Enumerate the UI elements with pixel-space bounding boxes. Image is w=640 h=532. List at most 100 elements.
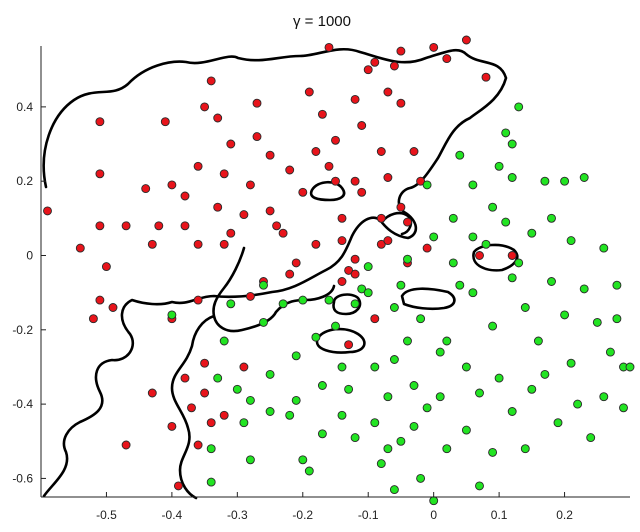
red-point	[147, 388, 157, 398]
green-point	[448, 213, 458, 223]
red-point	[429, 42, 439, 52]
red-point	[154, 221, 164, 231]
red-point	[370, 314, 380, 324]
red-point	[219, 239, 229, 249]
x-tick-label: -0.3	[227, 508, 248, 522]
green-point	[494, 373, 504, 383]
green-point	[265, 369, 275, 379]
green-point	[448, 258, 458, 268]
green-point	[370, 418, 380, 428]
green-point	[507, 173, 517, 182]
green-point	[344, 384, 354, 394]
boundary-loop-4	[400, 287, 456, 311]
red-point	[324, 42, 334, 52]
red-point	[252, 98, 262, 108]
red-point	[344, 340, 354, 350]
red-point	[311, 147, 321, 156]
red-point	[278, 228, 288, 238]
green-point	[488, 447, 498, 457]
green-point	[599, 392, 609, 402]
red-point	[193, 295, 203, 305]
red-point	[272, 221, 282, 231]
red-point	[95, 221, 105, 231]
red-point	[481, 72, 491, 82]
green-point	[285, 410, 295, 420]
red-point	[442, 54, 452, 64]
green-point	[291, 395, 301, 405]
green-point	[337, 362, 347, 372]
red-point	[350, 94, 360, 104]
red-point	[376, 147, 386, 156]
x-tick-label: 0.1	[491, 508, 508, 522]
red-point	[311, 239, 321, 249]
green-point	[455, 150, 465, 160]
green-point	[435, 347, 445, 357]
green-point	[304, 466, 314, 476]
green-point	[461, 362, 471, 372]
red-point	[193, 440, 203, 450]
red-point	[383, 87, 393, 97]
green-point	[527, 228, 537, 238]
red-point	[219, 169, 229, 179]
green-point	[592, 317, 602, 327]
green-point	[357, 284, 367, 294]
red-point	[376, 239, 386, 249]
green-point	[468, 232, 478, 242]
red-point	[167, 180, 177, 190]
green-point	[409, 421, 419, 431]
green-point	[560, 176, 570, 186]
green-point	[553, 418, 563, 428]
green-point	[298, 295, 308, 305]
red-point	[213, 202, 223, 212]
red-point	[213, 113, 223, 123]
green-point	[501, 128, 511, 138]
red-point	[357, 187, 367, 197]
green-point	[245, 455, 255, 465]
red-point	[121, 440, 131, 450]
green-point	[363, 288, 373, 298]
green-point	[619, 403, 628, 413]
green-point	[468, 180, 478, 190]
red-point	[363, 65, 373, 75]
red-point	[285, 269, 295, 279]
red-point	[173, 481, 183, 491]
green-point	[389, 355, 399, 364]
red-point	[396, 202, 406, 212]
green-point	[389, 303, 399, 312]
green-point	[599, 243, 609, 253]
green-point	[403, 254, 412, 264]
red-point	[344, 265, 354, 275]
x-tick-label: 0	[430, 508, 437, 522]
x-tick-label: -0.1	[358, 508, 379, 522]
y-tick-label: 0	[26, 248, 33, 262]
green-point	[579, 284, 589, 294]
green-point	[507, 139, 517, 149]
red-point	[350, 254, 360, 264]
red-point	[337, 213, 347, 223]
green-point	[370, 362, 380, 372]
red-point	[95, 169, 105, 179]
boundary-loop-6	[380, 211, 413, 236]
green-point	[547, 213, 556, 223]
y-tick-label: -0.2	[12, 323, 33, 337]
red-point	[475, 251, 484, 260]
green-point	[442, 336, 452, 346]
green-point	[501, 217, 511, 227]
green-point	[331, 321, 340, 331]
red-point	[160, 117, 170, 127]
green-point	[514, 102, 524, 112]
green-point	[376, 459, 386, 469]
green-point	[311, 332, 321, 342]
red-point	[200, 358, 210, 368]
red-point	[370, 57, 380, 67]
red-point	[389, 61, 399, 71]
red-point	[200, 102, 210, 112]
x-tick-label: 0.2	[556, 508, 573, 522]
green-point	[232, 384, 242, 394]
green-point	[455, 280, 465, 290]
green-point	[560, 310, 570, 320]
green-point	[435, 392, 445, 402]
red-point	[403, 217, 412, 227]
red-point	[331, 176, 340, 186]
red-point	[193, 161, 203, 171]
